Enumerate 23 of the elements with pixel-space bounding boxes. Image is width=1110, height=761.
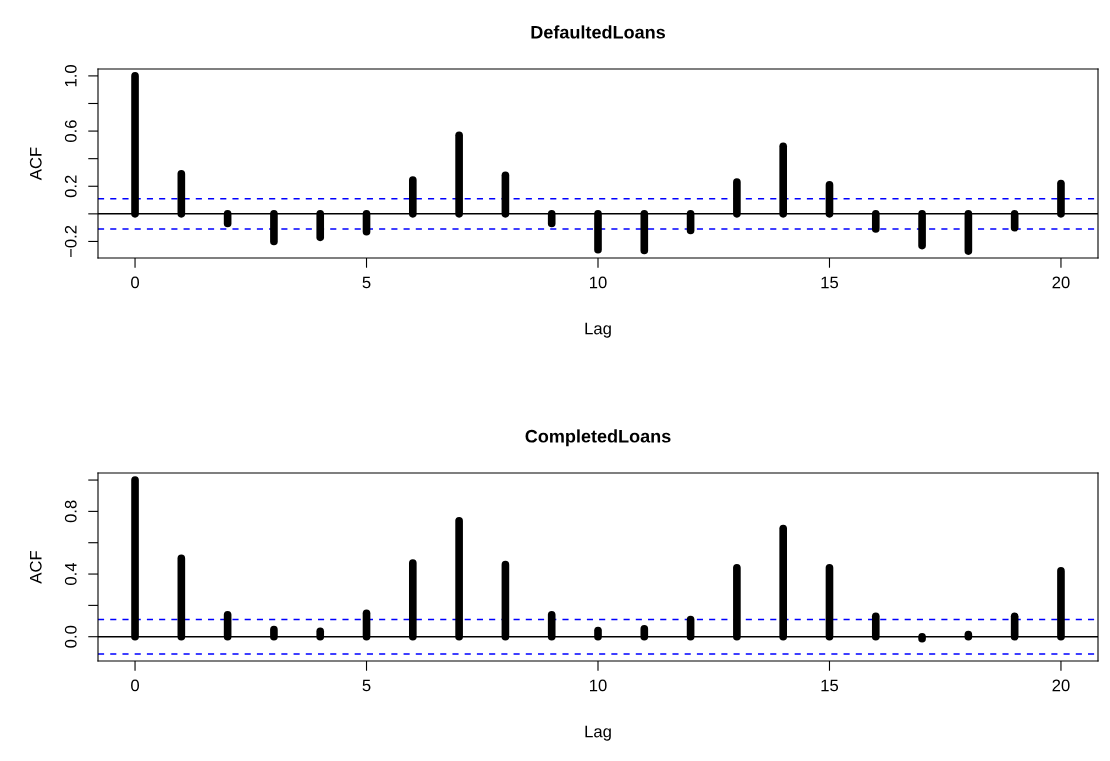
y-axis-title: ACF bbox=[29, 551, 42, 584]
y-tick-label: 0.6 bbox=[64, 120, 77, 143]
x-tick-label: 5 bbox=[362, 679, 371, 692]
chart-title: CompletedLoans bbox=[525, 429, 671, 447]
y-tick-label: 0.0 bbox=[64, 625, 77, 648]
y-tick-label: 0.8 bbox=[64, 500, 77, 523]
chart-title: DefaultedLoans bbox=[531, 25, 665, 39]
x-axis-title: Lag bbox=[585, 725, 611, 741]
x-tick-label: 0 bbox=[131, 679, 140, 692]
y-tick-label: 0.2 bbox=[64, 175, 77, 198]
y-axis-title: ACF bbox=[29, 147, 42, 181]
x-tick-label: 15 bbox=[821, 679, 839, 692]
y-tick-label: 0.4 bbox=[64, 562, 77, 585]
x-tick-label: 15 bbox=[821, 276, 839, 289]
x-tick-label: 20 bbox=[1052, 276, 1070, 289]
x-tick-label: 5 bbox=[362, 276, 371, 289]
x-tick-label: 10 bbox=[590, 276, 607, 289]
x-axis-title: Lag bbox=[585, 322, 611, 338]
y-tick-label: 1.0 bbox=[64, 64, 77, 87]
y-tick-label: −0.2 bbox=[64, 225, 77, 258]
x-tick-label: 0 bbox=[131, 276, 140, 289]
x-tick-label: 10 bbox=[590, 679, 607, 692]
x-tick-label: 20 bbox=[1052, 679, 1070, 692]
